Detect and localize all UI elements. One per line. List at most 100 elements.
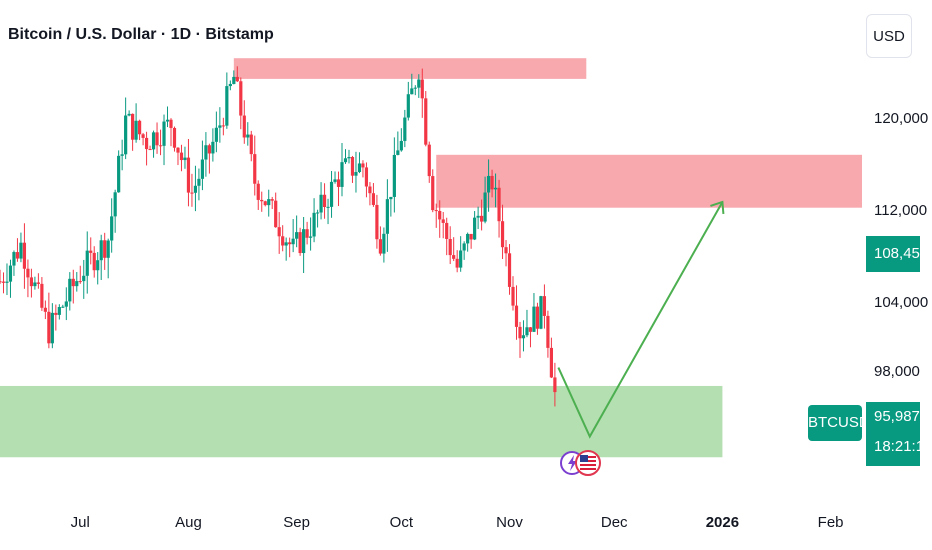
candle-body <box>50 312 54 344</box>
candle <box>228 80 232 91</box>
candle <box>371 183 376 207</box>
candle-body <box>249 134 253 155</box>
candle <box>267 189 271 217</box>
candle-body <box>260 199 264 202</box>
candle <box>375 194 379 249</box>
candle-body <box>493 187 498 190</box>
candle-body <box>525 327 529 336</box>
candle-body <box>308 236 313 238</box>
candle-body <box>403 117 407 141</box>
candle-body <box>1 281 6 283</box>
candle <box>528 327 533 348</box>
candle-body <box>514 305 519 327</box>
candle <box>239 77 243 130</box>
candle <box>288 237 292 258</box>
candle-body <box>85 250 89 276</box>
currency-button[interactable]: USD <box>866 14 912 58</box>
candle <box>54 304 58 331</box>
candle <box>131 113 135 151</box>
candle-body <box>417 79 421 88</box>
candle-body <box>172 127 177 148</box>
x-tick-label: Nov <box>496 514 523 531</box>
candle-body <box>504 247 508 254</box>
candle-body <box>507 253 512 287</box>
candle <box>256 180 260 210</box>
candle <box>89 237 93 265</box>
symbol-tag[interactable]: BTCUSD <box>808 405 870 441</box>
candle <box>476 206 480 230</box>
chart-title: Bitcoin / U.S. Dollar · 1D · Bitstamp <box>8 26 274 43</box>
candle <box>183 146 187 169</box>
candle <box>12 250 16 276</box>
candle-body <box>134 120 138 140</box>
candle <box>190 173 194 207</box>
candle <box>497 179 501 238</box>
candle-body <box>392 154 396 197</box>
candle-body <box>253 154 257 184</box>
candle-body <box>521 335 526 339</box>
candle-body <box>542 296 547 316</box>
candle <box>232 70 236 85</box>
us-flag-icon <box>575 450 601 476</box>
candle-body <box>263 201 267 206</box>
candle-body <box>357 163 362 173</box>
candle-body <box>270 199 274 201</box>
candle-body <box>228 83 232 87</box>
candle-body <box>431 176 435 211</box>
candle-body <box>92 252 96 271</box>
candle-body <box>553 377 557 393</box>
x-tick-label: 2026 <box>706 514 739 531</box>
candle <box>480 199 484 231</box>
candle <box>151 130 156 158</box>
candle <box>473 211 477 241</box>
candle <box>315 209 320 228</box>
candle <box>186 138 191 207</box>
candle <box>260 191 264 212</box>
candle-body <box>82 275 86 282</box>
candle-body <box>434 210 438 212</box>
x-tick-label: Dec <box>601 514 628 531</box>
candle-body <box>165 119 170 122</box>
candle-body <box>483 192 487 222</box>
candle-body <box>193 185 198 193</box>
candle-body <box>336 179 341 187</box>
candle-body <box>305 229 309 238</box>
candle <box>1 272 6 294</box>
candle-body <box>57 307 61 315</box>
candle-body <box>476 215 480 218</box>
candle <box>438 200 442 238</box>
candle-body <box>298 232 302 254</box>
candle <box>92 246 96 278</box>
candle-body <box>200 159 205 179</box>
candle-body <box>480 215 484 222</box>
candle-body <box>277 227 281 237</box>
candle <box>85 231 89 294</box>
candle-body <box>500 221 505 248</box>
candle-body <box>8 265 13 282</box>
candle <box>525 309 529 338</box>
candle <box>378 226 382 256</box>
candle <box>504 240 508 267</box>
candle <box>448 226 452 265</box>
candle-body <box>22 242 27 269</box>
candle <box>319 182 323 220</box>
candle <box>322 183 327 219</box>
candle <box>329 170 334 218</box>
candle-body <box>54 312 58 315</box>
candle <box>22 223 27 289</box>
candle <box>200 140 205 191</box>
candle-body <box>235 76 239 82</box>
candle <box>340 143 344 197</box>
candle-body <box>340 162 344 187</box>
projection-line <box>557 201 724 439</box>
candle-body <box>291 238 295 245</box>
candle <box>490 169 494 198</box>
candle <box>399 128 403 152</box>
candle-body <box>124 115 128 155</box>
candle <box>270 196 274 210</box>
candle-body <box>43 307 47 312</box>
candle <box>389 196 393 217</box>
candle <box>500 204 505 260</box>
candle-body <box>61 306 65 308</box>
